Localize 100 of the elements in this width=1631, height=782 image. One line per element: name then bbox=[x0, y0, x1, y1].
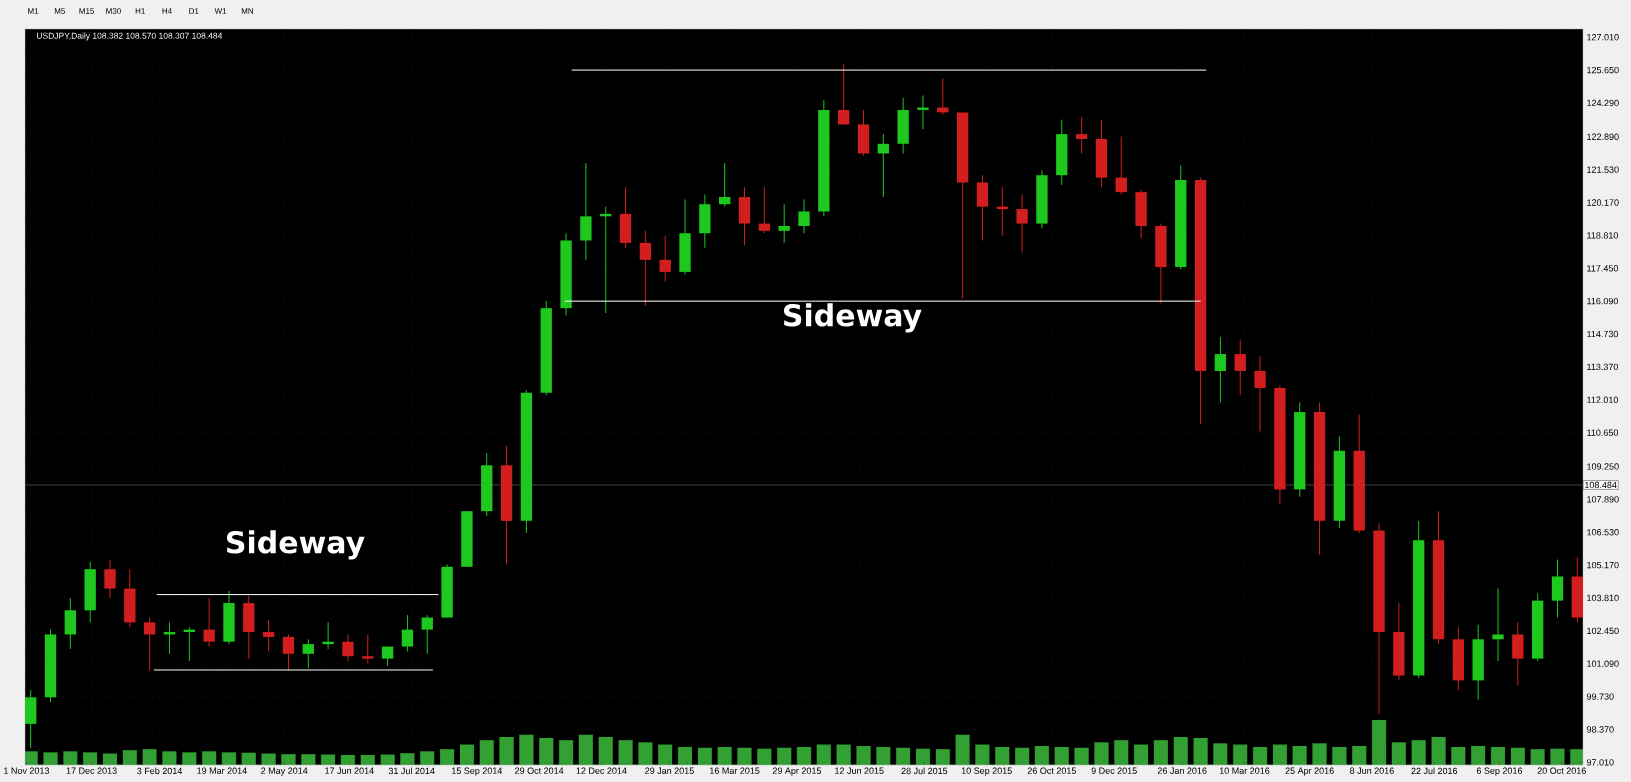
y-tick-label: 105.170 bbox=[1587, 561, 1619, 569]
x-tick-label: 25 Apr 2016 bbox=[1285, 767, 1334, 776]
bar bbox=[459, 744, 475, 765]
candlestick bbox=[302, 638, 314, 669]
candlestick bbox=[778, 203, 790, 244]
candlestick bbox=[798, 198, 810, 234]
x-tick-label: 15 Sep 2014 bbox=[451, 767, 503, 776]
bar bbox=[380, 754, 395, 765]
y-tick-label: 114.730 bbox=[1587, 330, 1619, 338]
candlestick bbox=[1016, 194, 1028, 254]
annotation: Sideway bbox=[784, 303, 922, 333]
x-tick-label: 29 Apr 2015 bbox=[772, 767, 822, 776]
text: H4 bbox=[162, 8, 172, 14]
candlestick bbox=[1214, 336, 1227, 403]
bar bbox=[420, 751, 435, 765]
bar bbox=[499, 736, 514, 765]
text: M5 bbox=[54, 8, 66, 14]
text: M15 bbox=[79, 8, 95, 14]
x-tick-label: 22 Jul 2016 bbox=[1411, 767, 1458, 775]
x-tick-label: 19 Mar 2014 bbox=[197, 767, 247, 774]
x-tick-label: 16 Mar 2015 bbox=[710, 767, 760, 774]
x-tick-label: 17 Jun 2014 bbox=[325, 767, 374, 774]
x-tick-label: 31 Jul 2014 bbox=[388, 767, 435, 775]
bar bbox=[182, 752, 197, 765]
bar bbox=[1213, 743, 1228, 765]
y-tick-label: 97.010 bbox=[1586, 759, 1614, 766]
candlestick bbox=[1254, 356, 1266, 432]
y-tick-label: 106.530 bbox=[1587, 529, 1619, 536]
bar bbox=[1252, 746, 1268, 765]
y-tick-label: 110.650 bbox=[1587, 429, 1619, 436]
x-tick-label: 6 Sep 2016 bbox=[1476, 767, 1523, 776]
x-tick-label: 29 Jan 2015 bbox=[645, 767, 694, 774]
y-tick-label: 117.450 bbox=[1587, 265, 1619, 272]
y-tick-label: 120.170 bbox=[1587, 199, 1619, 206]
y-tick-label: 103.810 bbox=[1587, 594, 1619, 602]
candlestick bbox=[758, 186, 771, 234]
candlestick bbox=[838, 63, 850, 125]
y-tick-label: 109.250 bbox=[1587, 463, 1619, 470]
text: M30 bbox=[106, 8, 121, 14]
y-tick-label: 112.010 bbox=[1587, 396, 1619, 403]
bar bbox=[162, 751, 177, 765]
x-tick-label: 3 Feb 2014 bbox=[137, 767, 183, 775]
candlestick bbox=[104, 559, 116, 599]
bar bbox=[1292, 745, 1307, 765]
candlestick bbox=[282, 633, 295, 672]
bar bbox=[975, 744, 990, 765]
bar bbox=[1352, 745, 1367, 765]
bar bbox=[1133, 744, 1149, 765]
y-tick-label: 122.890 bbox=[1587, 133, 1619, 140]
bar bbox=[935, 749, 950, 765]
bar bbox=[261, 753, 276, 765]
bar bbox=[1233, 744, 1248, 765]
y-tick-label: 118.810 bbox=[1587, 232, 1619, 239]
chart-title: USDJPY,Daily 108.382 108.570 108.307 108.484 bbox=[37, 32, 223, 41]
text: H1 bbox=[135, 8, 145, 14]
candlestick bbox=[203, 597, 215, 648]
x-tick-label: 17 Dec 2013 bbox=[66, 767, 117, 774]
bar bbox=[658, 744, 673, 765]
y-tick-label: 113.370 bbox=[1587, 363, 1619, 371]
y-tick-label: 107.890 bbox=[1587, 496, 1619, 503]
bar bbox=[836, 744, 851, 765]
x-tick-label: 29 Oct 2014 bbox=[515, 767, 564, 774]
candlestick bbox=[1075, 116, 1088, 154]
candlestick bbox=[877, 133, 889, 198]
candlestick bbox=[1234, 339, 1246, 396]
y-tick-label: 101.090 bbox=[1587, 660, 1619, 667]
bar bbox=[1312, 743, 1327, 765]
candlestick bbox=[401, 614, 414, 652]
text: M1 bbox=[28, 8, 39, 14]
candlestick bbox=[1115, 136, 1127, 196]
candlestick bbox=[1492, 588, 1504, 662]
bar bbox=[995, 746, 1010, 765]
bar bbox=[1332, 746, 1347, 765]
y-tick-label: 102.450 bbox=[1587, 627, 1619, 635]
ref-line-label: 108.484 bbox=[1585, 481, 1617, 489]
x-tick-label: 9 Dec 2015 bbox=[1091, 767, 1137, 774]
bar bbox=[122, 749, 137, 765]
x-tick-label: 10 Mar 2016 bbox=[1219, 767, 1270, 774]
text: D1 bbox=[189, 8, 199, 14]
y-tick-label: 125.650 bbox=[1587, 66, 1619, 74]
x-tick-label: 20 Oct 2016 bbox=[1537, 767, 1586, 774]
x-tick-label: 2 May 2014 bbox=[261, 767, 308, 776]
candlestick bbox=[262, 619, 275, 652]
bar bbox=[1272, 744, 1288, 765]
bar bbox=[1411, 740, 1426, 765]
candlestick bbox=[342, 633, 354, 662]
bar bbox=[677, 746, 693, 765]
y-tick-label: 116.090 bbox=[1587, 297, 1619, 305]
bar bbox=[816, 744, 831, 765]
x-tick-label: 1 Nov 2013 bbox=[4, 767, 50, 774]
text: W1 bbox=[214, 8, 227, 14]
bar bbox=[439, 749, 455, 765]
bar bbox=[202, 751, 217, 765]
bar bbox=[539, 737, 554, 765]
candlestick bbox=[719, 162, 731, 208]
y-tick-label: 98.370 bbox=[1586, 726, 1614, 733]
x-tick-label: 12 Dec 2014 bbox=[576, 767, 627, 774]
bar bbox=[618, 740, 633, 765]
bar bbox=[598, 736, 613, 765]
candlestick bbox=[659, 235, 671, 283]
